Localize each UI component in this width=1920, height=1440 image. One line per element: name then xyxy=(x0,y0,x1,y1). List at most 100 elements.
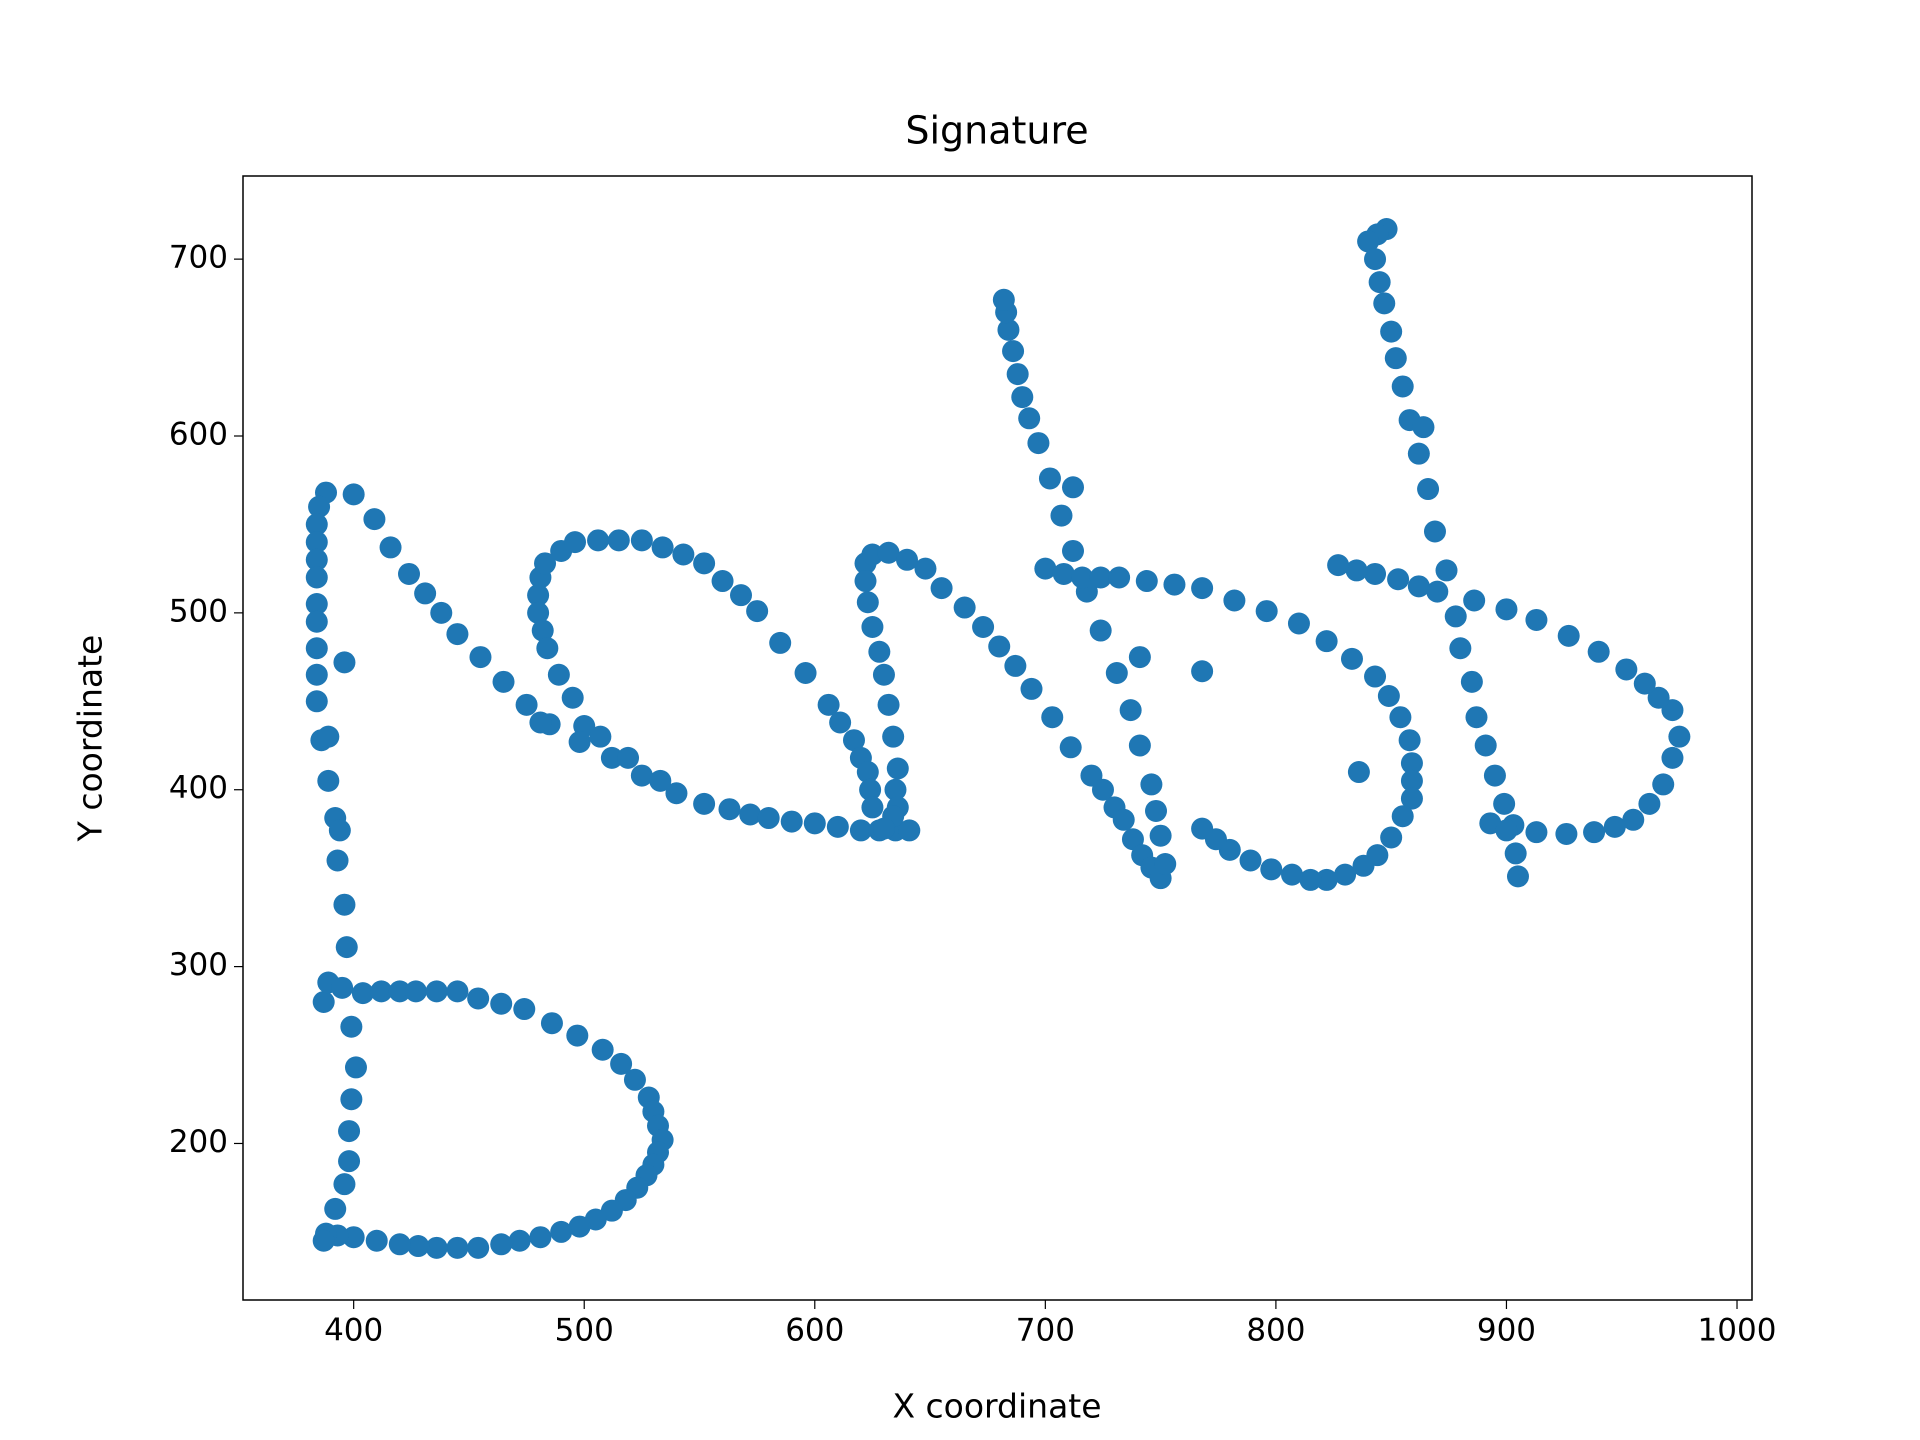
point xyxy=(1504,842,1527,865)
point xyxy=(1384,347,1407,370)
point xyxy=(953,596,976,619)
point xyxy=(340,1088,363,1111)
point xyxy=(305,637,328,660)
point xyxy=(338,1150,361,1173)
point xyxy=(388,980,411,1003)
point xyxy=(1652,773,1675,796)
point xyxy=(1191,817,1214,840)
point xyxy=(1460,670,1483,693)
point xyxy=(1027,432,1050,455)
point xyxy=(1327,554,1350,577)
point xyxy=(882,725,905,748)
point xyxy=(407,1235,430,1258)
point xyxy=(1089,619,1112,642)
point xyxy=(446,623,469,646)
point xyxy=(305,513,328,536)
y-tick-label: 200 xyxy=(169,1124,228,1160)
point xyxy=(649,769,672,792)
point xyxy=(1191,577,1214,600)
x-tick-label: 600 xyxy=(785,1313,844,1349)
point xyxy=(1557,624,1580,647)
point xyxy=(324,1197,347,1220)
point xyxy=(1435,559,1458,582)
point xyxy=(693,552,716,575)
point xyxy=(1506,865,1529,888)
chart-title: Signature xyxy=(905,109,1088,153)
point xyxy=(589,725,612,748)
point xyxy=(630,529,653,552)
point xyxy=(1387,568,1410,591)
point xyxy=(739,803,762,826)
point xyxy=(842,729,865,752)
point xyxy=(826,815,849,838)
point xyxy=(566,1024,589,1047)
point xyxy=(328,819,351,842)
point xyxy=(404,980,427,1003)
point xyxy=(746,600,769,623)
x-tick-label: 700 xyxy=(1016,1313,1075,1349)
x-tick-label: 400 xyxy=(324,1313,383,1349)
point xyxy=(529,1226,552,1249)
point xyxy=(1345,559,1368,582)
y-tick-label: 500 xyxy=(169,593,228,629)
point xyxy=(1638,792,1661,815)
point xyxy=(1495,598,1518,621)
point xyxy=(1223,589,1246,612)
point xyxy=(1052,562,1075,585)
point xyxy=(446,1236,469,1259)
point xyxy=(513,998,536,1021)
point xyxy=(884,778,907,801)
point xyxy=(331,976,354,999)
y-axis-label: Y coordinate xyxy=(71,635,110,843)
point xyxy=(1038,467,1061,490)
point xyxy=(856,591,879,614)
point xyxy=(693,792,716,815)
point xyxy=(1583,821,1606,844)
point xyxy=(317,725,340,748)
point xyxy=(492,670,515,693)
point xyxy=(308,495,331,518)
point xyxy=(1108,566,1131,589)
point xyxy=(1347,761,1370,784)
point xyxy=(469,646,492,669)
point xyxy=(1062,476,1085,499)
point xyxy=(665,782,688,805)
point xyxy=(1352,854,1375,877)
point xyxy=(1493,792,1516,815)
point xyxy=(312,990,335,1013)
y-tick-label: 300 xyxy=(169,947,228,983)
point xyxy=(342,483,365,506)
point xyxy=(1389,706,1412,729)
point xyxy=(1121,828,1144,851)
point xyxy=(587,529,610,552)
point xyxy=(490,1233,513,1256)
x-tick-label: 800 xyxy=(1246,1313,1305,1349)
point xyxy=(730,584,753,607)
point xyxy=(872,663,895,686)
point xyxy=(817,693,840,716)
point xyxy=(333,893,356,916)
point xyxy=(898,819,921,842)
point xyxy=(1555,822,1578,845)
x-tick-label: 500 xyxy=(555,1313,614,1349)
point xyxy=(305,548,328,571)
point xyxy=(312,1229,335,1252)
point xyxy=(467,987,490,1010)
point xyxy=(992,288,1015,311)
point xyxy=(1417,478,1440,501)
point xyxy=(527,584,550,607)
plot-frame xyxy=(242,175,1753,1301)
point xyxy=(1615,658,1638,681)
point xyxy=(997,318,1020,341)
point xyxy=(1260,858,1283,881)
point xyxy=(363,508,386,531)
point xyxy=(1373,292,1396,315)
point xyxy=(1449,637,1472,660)
x-axis-label: X coordinate xyxy=(892,1387,1101,1426)
point xyxy=(534,552,557,575)
point xyxy=(1071,566,1094,589)
point xyxy=(365,1229,388,1252)
point xyxy=(388,1233,411,1256)
